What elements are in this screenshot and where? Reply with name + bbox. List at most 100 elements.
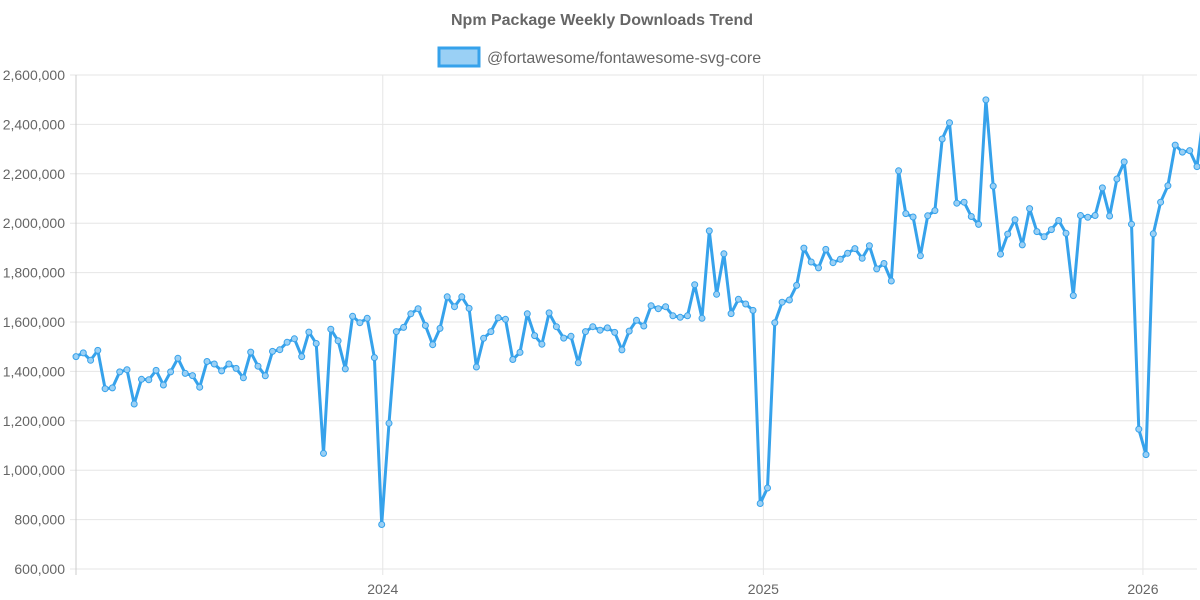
- data-point[interactable]: [443, 293, 451, 301]
- data-point[interactable]: [101, 385, 109, 393]
- data-point[interactable]: [633, 316, 640, 324]
- data-point[interactable]: [116, 368, 124, 376]
- data-point[interactable]: [924, 212, 932, 220]
- data-point[interactable]: [669, 312, 677, 320]
- data-point[interactable]: [916, 252, 924, 260]
- data-point[interactable]: [1055, 217, 1063, 224]
- data-point[interactable]: [946, 119, 953, 127]
- data-point[interactable]: [742, 300, 750, 308]
- data-point[interactable]: [1157, 198, 1165, 206]
- data-point[interactable]: [1077, 212, 1084, 219]
- data-point[interactable]: [1091, 212, 1099, 219]
- data-point[interactable]: [196, 383, 204, 391]
- data-point[interactable]: [465, 304, 473, 312]
- data-point[interactable]: [181, 369, 189, 377]
- data-point[interactable]: [261, 372, 269, 380]
- data-point[interactable]: [276, 346, 284, 354]
- data-point[interactable]: [822, 245, 830, 253]
- data-point[interactable]: [298, 353, 306, 361]
- data-point[interactable]: [94, 346, 102, 354]
- data-point[interactable]: [502, 315, 509, 323]
- data-point[interactable]: [749, 306, 757, 314]
- data-point[interactable]: [247, 348, 255, 356]
- data-point[interactable]: [975, 220, 983, 228]
- data-point[interactable]: [108, 384, 116, 392]
- data-point[interactable]: [858, 254, 866, 262]
- data-point[interactable]: [1033, 228, 1041, 236]
- data-point[interactable]: [531, 332, 539, 340]
- data-point[interactable]: [1026, 205, 1034, 213]
- data-point[interactable]: [567, 332, 575, 340]
- data-point[interactable]: [210, 360, 218, 368]
- data-point[interactable]: [1120, 158, 1128, 166]
- data-point[interactable]: [138, 375, 145, 383]
- data-point[interactable]: [844, 249, 852, 257]
- data-point[interactable]: [407, 310, 415, 318]
- data-point[interactable]: [596, 326, 604, 334]
- data-point[interactable]: [967, 213, 975, 220]
- data-point[interactable]: [1106, 212, 1114, 220]
- data-point[interactable]: [552, 323, 560, 331]
- data-point[interactable]: [232, 364, 240, 372]
- data-point[interactable]: [378, 521, 386, 528]
- data-point[interactable]: [771, 319, 779, 327]
- data-point[interactable]: [734, 295, 742, 303]
- data-point[interactable]: [79, 349, 87, 357]
- data-point[interactable]: [480, 334, 488, 342]
- data-point[interactable]: [487, 328, 495, 336]
- data-point[interactable]: [523, 310, 531, 318]
- data-point[interactable]: [582, 328, 589, 336]
- data-point[interactable]: [1018, 241, 1026, 249]
- data-point[interactable]: [1069, 292, 1077, 300]
- data-point[interactable]: [997, 250, 1004, 258]
- data-point[interactable]: [1128, 220, 1135, 228]
- data-point[interactable]: [560, 334, 568, 342]
- data-point[interactable]: [982, 96, 990, 104]
- data-point[interactable]: [720, 250, 728, 258]
- data-point[interactable]: [902, 210, 910, 218]
- data-point[interactable]: [123, 366, 131, 374]
- data-point[interactable]: [1062, 229, 1070, 237]
- data-point[interactable]: [603, 324, 611, 332]
- data-point[interactable]: [989, 182, 997, 190]
- data-point[interactable]: [349, 312, 357, 320]
- data-point[interactable]: [283, 338, 291, 346]
- data-point[interactable]: [225, 360, 233, 368]
- data-point[interactable]: [1040, 233, 1048, 241]
- data-point[interactable]: [429, 341, 437, 349]
- data-point[interactable]: [1186, 147, 1194, 155]
- data-point[interactable]: [647, 302, 655, 310]
- data-point[interactable]: [1135, 425, 1143, 433]
- data-point[interactable]: [494, 314, 502, 322]
- data-point[interactable]: [909, 213, 917, 221]
- data-point[interactable]: [1171, 141, 1179, 149]
- data-point[interactable]: [713, 290, 721, 298]
- data-point[interactable]: [130, 400, 138, 408]
- data-point[interactable]: [421, 322, 429, 329]
- data-point[interactable]: [800, 244, 808, 252]
- data-point[interactable]: [836, 255, 844, 263]
- data-point[interactable]: [873, 265, 881, 273]
- data-point[interactable]: [1178, 148, 1186, 156]
- data-point[interactable]: [370, 354, 378, 362]
- data-point[interactable]: [509, 356, 517, 363]
- data-point[interactable]: [327, 325, 335, 333]
- data-point[interactable]: [436, 324, 444, 332]
- data-point[interactable]: [1113, 175, 1121, 183]
- data-point[interactable]: [705, 227, 713, 235]
- legend-label[interactable]: @fortawesome/fontawesome-svg-core: [487, 50, 761, 67]
- data-point[interactable]: [640, 322, 648, 330]
- data-point[interactable]: [662, 303, 670, 311]
- data-point[interactable]: [1164, 182, 1172, 190]
- data-point[interactable]: [305, 328, 313, 336]
- data-point[interactable]: [189, 372, 196, 380]
- data-point[interactable]: [895, 167, 903, 175]
- data-point[interactable]: [312, 340, 320, 347]
- data-point[interactable]: [269, 347, 276, 355]
- data-point[interactable]: [815, 264, 822, 272]
- data-point[interactable]: [239, 374, 247, 382]
- data-point[interactable]: [218, 367, 226, 375]
- data-point[interactable]: [290, 335, 298, 343]
- data-point[interactable]: [341, 365, 349, 373]
- data-point[interactable]: [152, 366, 160, 374]
